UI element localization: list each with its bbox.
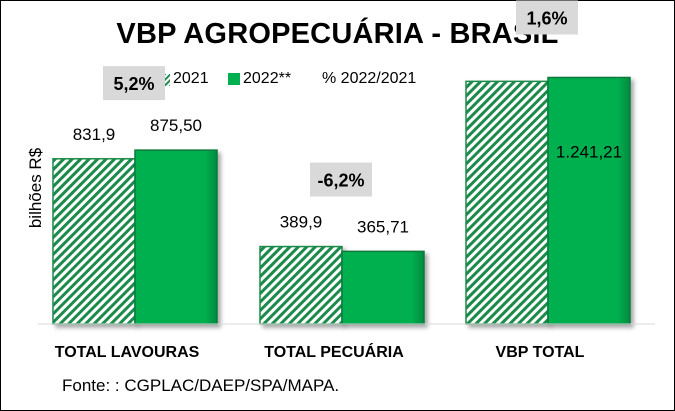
legend-label-2021: 2021 bbox=[173, 70, 209, 87]
bar-total-lavouras-2022 bbox=[134, 149, 218, 325]
chart-title: VBP AGROPECUÁRIA - BRASIL bbox=[116, 18, 559, 50]
legend-label-2022: 2022** bbox=[243, 70, 292, 87]
bar-total-pecuaria-2021 bbox=[259, 245, 343, 325]
category-label-total-pecuaria: TOTAL PECUÁRIA bbox=[264, 342, 404, 361]
change-box-vbp-total bbox=[516, 0, 578, 35]
legend-label-change: % 2022/2021 bbox=[322, 70, 417, 87]
bar-vbp-total-2021 bbox=[465, 80, 549, 325]
change-box-total-lavouras bbox=[103, 66, 165, 101]
category-label-total-lavouras: TOTAL LAVOURAS bbox=[55, 344, 200, 361]
change-label-total-lavouras: 5,2% bbox=[113, 74, 154, 94]
data-label-total-pecuaria-2022: 365,71 bbox=[357, 217, 409, 236]
data-label-total-lavouras-2022: 875,50 bbox=[150, 116, 202, 135]
bar-total-pecuaria-2022 bbox=[341, 250, 425, 325]
data-label-total-pecuaria-2021: 389,9 bbox=[280, 213, 323, 232]
change-label-vbp-total: 1,6% bbox=[526, 8, 567, 28]
category-label-vbp-total: VBP TOTAL bbox=[496, 344, 585, 361]
bar-vbp-total-2022 bbox=[547, 76, 631, 325]
legend-swatch-2022 bbox=[228, 73, 240, 85]
data-label-total-lavouras-2021: 831,9 bbox=[73, 125, 116, 144]
source-note: Fonte: : CGPLAC/DAEP/SPA/MAPA. bbox=[62, 376, 340, 395]
data-label-vbp-total-2022: 1.241,21 bbox=[556, 142, 622, 161]
bar-total-lavouras-2021 bbox=[52, 158, 136, 325]
change-label-total-pecuaria: -6,2% bbox=[317, 171, 364, 191]
change-box-total-pecuaria bbox=[310, 162, 372, 197]
